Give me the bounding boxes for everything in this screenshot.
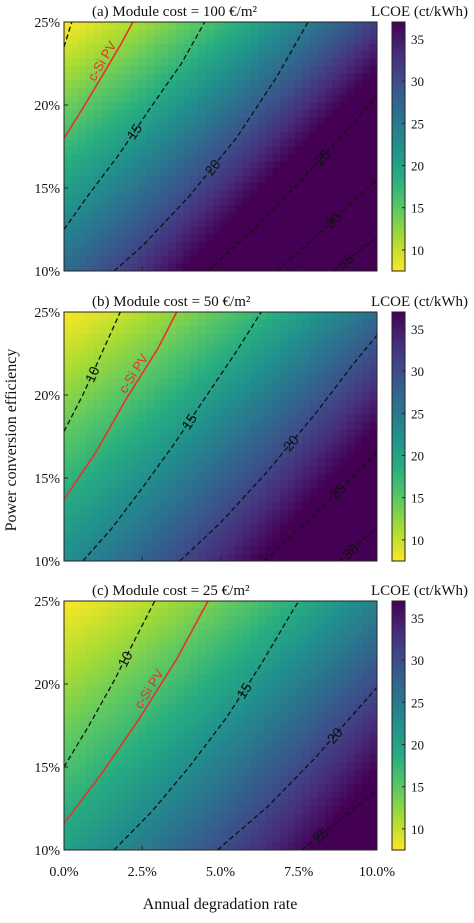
y-tick-label: 20% xyxy=(34,389,60,404)
colorbar-tick-label: 35 xyxy=(411,32,424,47)
contour-15 xyxy=(64,22,206,230)
contour-label-10: 10 xyxy=(114,648,135,669)
contour-25 xyxy=(207,96,377,271)
colorbar-tick-label: 10 xyxy=(411,822,424,837)
colorbar-tick-label: 35 xyxy=(411,611,424,626)
y-tick-label: 10% xyxy=(34,555,60,570)
panel-title: (b) Module cost = 50 €/m² xyxy=(92,294,251,310)
contour-20 xyxy=(179,334,377,561)
heatmap-field xyxy=(64,601,377,850)
contour-15 xyxy=(113,601,300,850)
contour-10 xyxy=(64,22,73,48)
colorbar-title: LCOE (ct/kWh) xyxy=(371,583,468,599)
contour-label-10: 10 xyxy=(82,364,103,385)
y-tick-label: 20% xyxy=(34,678,60,693)
contour-30 xyxy=(338,527,377,561)
colorbar xyxy=(391,21,406,272)
csi-pv-line xyxy=(64,22,134,139)
colorbar-tick-label: 20 xyxy=(411,737,424,752)
contour-25 xyxy=(263,450,377,561)
heatmap-field xyxy=(64,22,377,271)
heatmap-field xyxy=(64,312,377,561)
csi-pv-line xyxy=(64,601,209,824)
contour-lines xyxy=(64,312,377,561)
contour-10 xyxy=(64,312,121,432)
colorbar-title: LCOE (ct/kWh) xyxy=(371,4,468,20)
colorbar-title: LCOE (ct/kWh) xyxy=(371,294,468,310)
colorbar-tick-label: 10 xyxy=(411,243,424,258)
y-tick-label: 20% xyxy=(34,99,60,114)
contour-20 xyxy=(113,22,309,271)
x-tick-label: 5.0% xyxy=(206,865,236,880)
x-tick-label: 0.0% xyxy=(49,865,79,880)
y-tick-label: 10% xyxy=(34,265,60,280)
csi-pv-line xyxy=(64,312,178,501)
y-tick-label: 15% xyxy=(34,182,60,197)
y-tick-label: 25% xyxy=(34,16,60,31)
contour-label-15: 15 xyxy=(123,120,145,142)
colorbar-tick-label: 25 xyxy=(411,695,424,710)
x-axis-label: Annual degradation rate xyxy=(143,896,298,913)
colorbar-tick-label: 30 xyxy=(411,74,424,89)
y-axis-label: Power conversion efficiency xyxy=(3,349,20,532)
colorbar-tick-label: 15 xyxy=(411,780,424,795)
contour-10 xyxy=(64,601,156,768)
colorbar-tick-label: 10 xyxy=(411,533,424,548)
y-tick-label: 25% xyxy=(34,306,60,321)
panel-title: (a) Module cost = 100 €/m² xyxy=(92,4,258,20)
y-tick-label: 25% xyxy=(34,595,60,610)
colorbar-tick-label: 25 xyxy=(411,116,424,131)
contour-15 xyxy=(82,312,262,561)
colorbar-tick-label: 20 xyxy=(411,158,424,173)
y-tick-label: 10% xyxy=(34,844,60,859)
colorbar-tick-label: 30 xyxy=(411,653,424,668)
colorbar xyxy=(391,600,406,851)
colorbar xyxy=(391,311,406,562)
contour-35 xyxy=(332,237,377,271)
contour-lines xyxy=(64,22,377,271)
y-tick-label: 15% xyxy=(34,761,60,776)
x-tick-label: 7.5% xyxy=(284,865,314,880)
colorbar-tick-label: 20 xyxy=(411,448,424,463)
contour-30 xyxy=(276,179,377,271)
colorbar-tick-label: 30 xyxy=(411,364,424,379)
contour-lines xyxy=(64,601,377,850)
colorbar-tick-label: 15 xyxy=(411,201,424,216)
colorbar-tick-label: 25 xyxy=(411,406,424,421)
contour-label-15: 15 xyxy=(178,410,200,432)
y-tick-label: 15% xyxy=(34,472,60,487)
x-tick-label: 10.0% xyxy=(359,865,396,880)
colorbar-tick-label: 35 xyxy=(411,322,424,337)
contour-20 xyxy=(216,686,377,850)
colorbar-tick-label: 15 xyxy=(411,491,424,506)
panel-title: (c) Module cost = 25 €/m² xyxy=(92,583,250,599)
contour-label-15: 15 xyxy=(233,680,255,702)
x-tick-label: 2.5% xyxy=(128,865,158,880)
